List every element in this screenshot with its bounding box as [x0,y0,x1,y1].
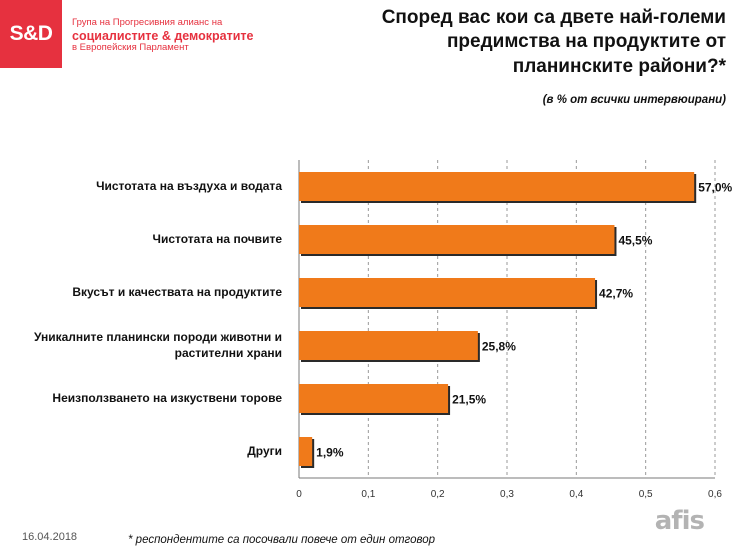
bar-value-label: 57,0% [698,181,732,195]
x-tick-label: 0,2 [431,489,445,500]
bar [299,384,449,413]
bar-value-label: 1,9% [316,446,344,460]
chart-title: Според вас кои са двете най-големи преди… [381,7,726,77]
bar [299,225,615,254]
x-tick-label: 0,3 [500,489,514,500]
bar [299,278,596,307]
x-tick-label: 0,6 [708,489,722,500]
category-label: Чистотата на въздуха и водата [96,178,282,193]
category-label: Вкусът и качествата на продуктите [72,284,282,299]
group-line-2: социалистите & демократите [72,28,254,43]
category-label: Други [247,443,282,458]
bar-value-label: 25,8% [482,340,516,354]
group-line-3: в Европейския Парламент [72,42,189,54]
bar-value-label: 21,5% [452,393,486,407]
x-tick-label: 0,5 [639,489,653,500]
x-tick-label: 0 [296,489,302,500]
footnote: * респондентите са посочвали повече от е… [128,534,436,546]
bar [299,331,478,360]
group-name: Група на Прогресивния алианс на социалис… [72,17,254,54]
sd-logo: S&D [0,0,62,68]
group-line-1: Група на Прогресивния алианс на [72,17,223,28]
bar-value-label: 42,7% [599,287,633,301]
afis-logo: afis [654,506,705,536]
chart-subtitle: (в % от всички интервюирани) [542,94,726,106]
x-tick-label: 0,1 [361,489,375,500]
category-label: Чистотата на почвите [152,231,282,246]
bar [299,172,695,201]
logo-text: S&D [9,22,53,45]
category-label: Неизползването на изкуствени торове [52,390,282,405]
x-tick-label: 0,4 [569,489,583,500]
category-label: Уникалните планински породи животни и ра… [33,330,282,360]
bar-value-label: 45,5% [618,234,652,248]
bar [299,437,313,466]
date-stamp: 16.04.2018 [22,531,78,543]
